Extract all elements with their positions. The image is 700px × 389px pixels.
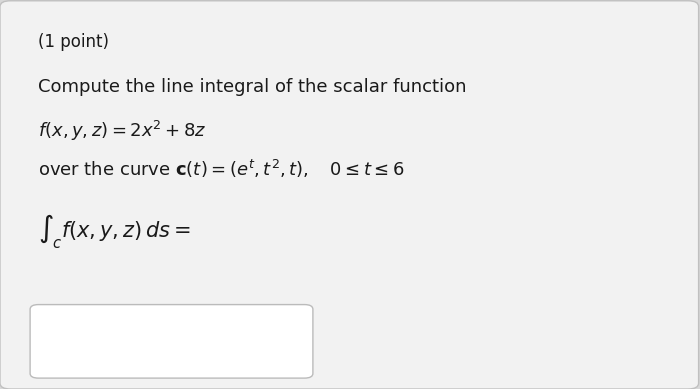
- FancyBboxPatch shape: [30, 305, 313, 378]
- Text: $f(x, y, z) = 2x^2 + 8z$: $f(x, y, z) = 2x^2 + 8z$: [38, 119, 207, 143]
- Text: $\int_c f(x, y, z)\, ds =$: $\int_c f(x, y, z)\, ds =$: [38, 212, 191, 251]
- Text: Compute the line integral of the scalar function: Compute the line integral of the scalar …: [38, 78, 467, 96]
- Text: (1 point): (1 point): [38, 33, 109, 51]
- Text: over the curve $\mathbf{c}(t) = (e^t, t^2, t), \quad 0 \leq t \leq 6$: over the curve $\mathbf{c}(t) = (e^t, t^…: [38, 158, 405, 180]
